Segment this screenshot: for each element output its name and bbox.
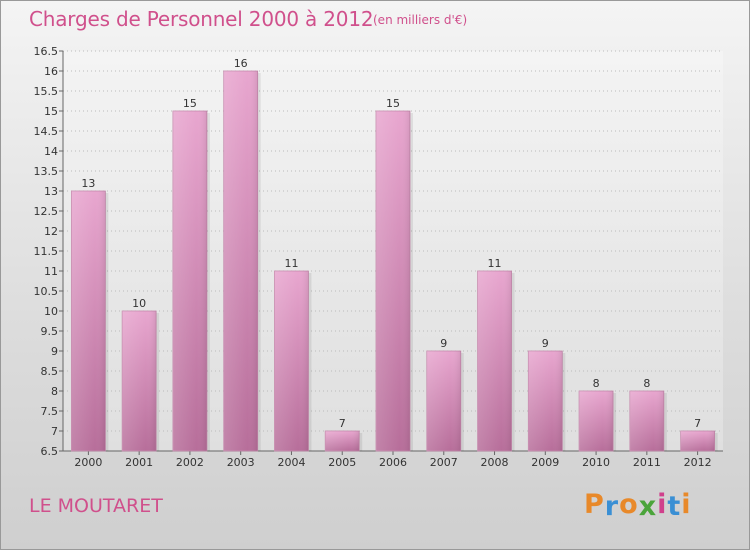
bar-highlight [376,111,410,451]
x-tick-label: 2009 [531,456,559,469]
y-tick-label: 11.5 [34,245,59,258]
y-tick-label: 15 [44,105,58,118]
x-tick-label: 2000 [74,456,102,469]
x-tick-label: 2012 [684,456,712,469]
bar-highlight [680,431,715,451]
y-tick-label: 14 [44,145,58,158]
y-tick-label: 9.5 [41,325,59,338]
chart-subtitle: (en milliers d'€) [373,13,468,27]
bar-highlight [528,351,563,451]
y-tick-label: 7 [51,425,58,438]
logo-letter: P [584,489,605,520]
x-tick-label: 2010 [582,456,610,469]
value-label: 11 [284,257,298,270]
logo-letter: i [681,489,692,520]
proxiti-logo[interactable]: Proxiti [584,489,692,522]
logo-letter: i [657,489,668,520]
bar-highlight [477,271,512,451]
x-tick-label: 2001 [125,456,153,469]
y-tick-label: 13 [44,185,58,198]
x-tick-label: 2004 [277,456,305,469]
value-label: 16 [234,57,248,70]
y-tick-label: 11 [44,265,58,278]
bar-highlight [274,271,309,451]
value-label: 13 [81,177,95,190]
y-tick-label: 9 [51,345,58,358]
y-tick-label: 10 [44,305,58,318]
bar-highlight [223,71,258,451]
x-tick-label: 2003 [227,456,255,469]
bar-highlight [325,431,360,451]
logo-letter: r [604,491,620,522]
x-tick-label: 2002 [176,456,204,469]
y-tick-label: 8.5 [41,365,59,378]
bar-highlight [579,391,614,451]
y-tick-label: 12 [44,225,58,238]
y-tick-label: 14.5 [34,125,59,138]
bar-highlight [71,191,106,451]
x-tick-label: 2007 [430,456,458,469]
value-label: 9 [542,337,549,350]
chart-title: Charges de Personnel 2000 à 2012 [29,7,374,31]
value-label: 15 [183,97,197,110]
x-tick-label: 2005 [328,456,356,469]
y-tick-label: 6.5 [41,445,59,458]
y-tick-label: 16 [44,65,58,78]
y-tick-label: 8 [51,385,58,398]
y-tick-label: 7.5 [41,405,59,418]
value-label: 9 [440,337,447,350]
bar-highlight [172,111,207,451]
bar-highlight [426,351,461,451]
value-label: 8 [643,377,650,390]
value-label: 7 [339,417,346,430]
x-tick-label: 2006 [379,456,407,469]
value-label: 8 [593,377,600,390]
logo-letter: t [667,491,682,522]
y-tick-label: 10.5 [34,285,59,298]
value-label: 11 [488,257,502,270]
value-label: 10 [132,297,146,310]
value-label: 15 [386,97,400,110]
x-tick-label: 2011 [633,456,661,469]
x-tick-label: 2008 [481,456,509,469]
bar-highlight [122,311,157,451]
value-label: 7 [694,417,701,430]
y-tick-label: 15.5 [34,85,59,98]
logo-letter: x [638,491,658,522]
logo-letter: o [619,489,639,520]
commune-name: LE MOUTARET [29,495,163,517]
y-tick-label: 12.5 [34,205,59,218]
y-tick-label: 16.5 [34,45,59,58]
bar-highlight [629,391,664,451]
y-tick-label: 13.5 [34,165,59,178]
